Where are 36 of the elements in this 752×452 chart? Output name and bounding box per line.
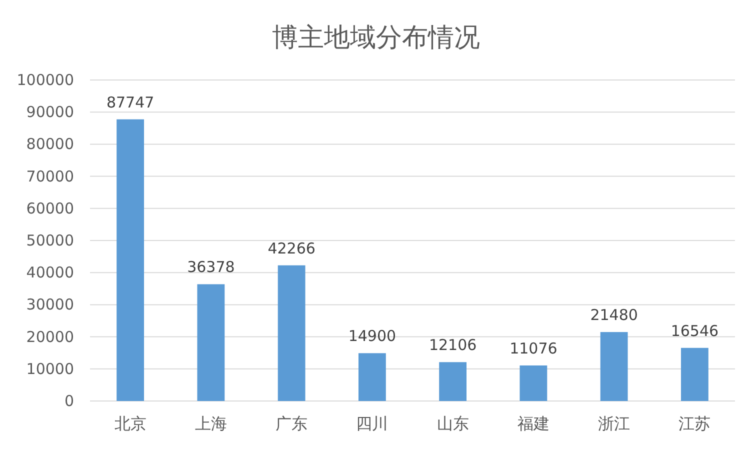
data-label: 21480 (590, 306, 638, 324)
bar (680, 348, 708, 401)
x-tick-label: 北京 (114, 414, 146, 433)
data-label: 14900 (348, 327, 396, 346)
x-tick-label: 广东 (276, 414, 308, 433)
y-tick-label: 90000 (26, 103, 74, 122)
y-tick-label: 40000 (26, 264, 74, 282)
x-tick-label: 山东 (436, 414, 469, 433)
y-tick-label: 10000 (26, 360, 74, 378)
y-tick-label: 30000 (26, 296, 74, 314)
bar (116, 119, 144, 401)
data-label: 36378 (187, 258, 235, 276)
bar (600, 332, 628, 401)
y-tick-label: 80000 (26, 135, 74, 154)
y-tick-label: 50000 (26, 232, 74, 250)
data-label: 16546 (670, 322, 719, 340)
data-label: 11076 (510, 339, 558, 358)
y-tick-label: 60000 (26, 199, 74, 218)
y-tick-label: 0 (64, 392, 74, 410)
bar (278, 265, 306, 401)
bar (358, 353, 386, 401)
x-tick-label: 江苏 (678, 414, 711, 433)
data-label: 42266 (268, 239, 316, 258)
y-tick-label: 20000 (26, 328, 74, 346)
x-tick-label: 四川 (356, 414, 388, 433)
bar (439, 362, 467, 401)
bar (197, 284, 225, 401)
x-tick-label: 浙江 (598, 414, 630, 433)
x-tick-label: 上海 (194, 414, 227, 433)
bar (520, 365, 548, 401)
x-tick-label: 福建 (517, 414, 550, 433)
data-label: 12106 (428, 336, 477, 354)
y-tick-label: 70000 (26, 167, 74, 186)
data-label: 87747 (106, 93, 154, 112)
y-tick-label: 100000 (16, 71, 74, 89)
chart-title: 博主地域分布情况 (272, 23, 480, 53)
